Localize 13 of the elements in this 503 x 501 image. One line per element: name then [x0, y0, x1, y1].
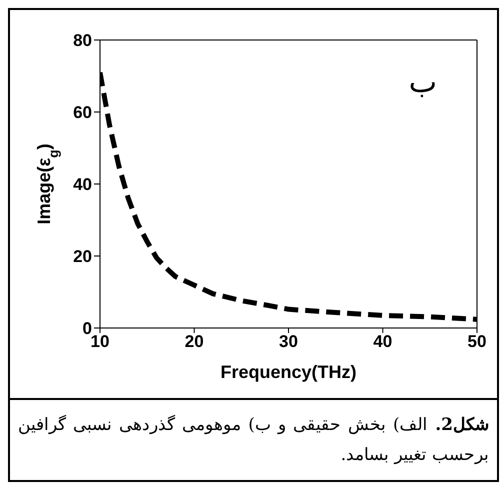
x-axis-title: Frequency(THz) — [220, 362, 357, 382]
y-tick-label: 20 — [73, 247, 92, 266]
y-tick-label: 40 — [73, 175, 92, 194]
x-tick-label: 20 — [184, 332, 204, 352]
x-tick-label: 50 — [468, 332, 486, 352]
text: شکل2. — [434, 415, 490, 435]
x-tick-label: 40 — [373, 332, 392, 352]
y-tick-label: 80 — [73, 31, 92, 50]
x-tick-label: 30 — [279, 332, 298, 352]
y-tick-label: 0 — [82, 319, 92, 338]
x-tick-label: 10 — [90, 332, 110, 352]
annotation: ب — [408, 65, 437, 100]
y-tick-label: 60 — [73, 103, 92, 122]
